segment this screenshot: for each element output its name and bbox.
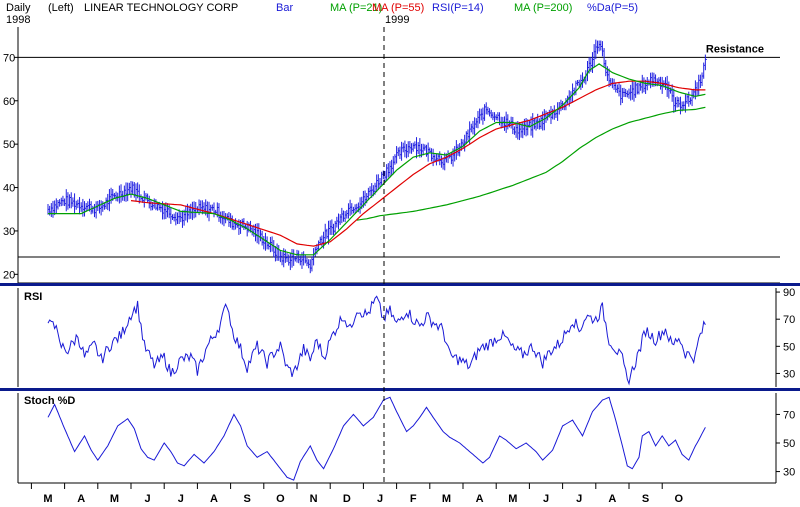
price-tick-label: 70: [3, 52, 15, 64]
rsi-panel: RSI 30 50 70 90: [17, 287, 795, 387]
month-label: A: [77, 493, 85, 505]
price-bars: [47, 39, 707, 274]
panel-divider: [0, 388, 800, 391]
month-label: M: [43, 493, 52, 505]
price-tick-label: 20: [3, 269, 15, 281]
month-label: S: [642, 493, 649, 505]
rsi-line: [47, 295, 706, 386]
month-label: M: [508, 493, 517, 505]
month-label: M: [442, 493, 451, 505]
month-label: O: [276, 493, 285, 505]
month-label: O: [675, 493, 684, 505]
price-panel: Resistance 20 30 40 50 60 70: [3, 27, 780, 284]
stoch-tick-label: 50: [783, 438, 795, 450]
month-label: N: [310, 493, 318, 505]
legend-item: MA (P=55): [372, 2, 424, 14]
stoch-tick-label: 30: [783, 467, 795, 479]
resistance-label: Resistance: [706, 43, 764, 55]
rsi-tick-label: 90: [783, 287, 795, 299]
ma21-line: [48, 63, 706, 256]
month-label: J: [543, 493, 549, 505]
period-label: Daily: [6, 2, 31, 14]
month-label: J: [576, 493, 582, 505]
price-tick-label: 30: [3, 226, 15, 238]
month-label: M: [110, 493, 119, 505]
month-label: J: [145, 493, 151, 505]
month-label: S: [244, 493, 251, 505]
month-label: D: [343, 493, 351, 505]
stoch-line: [47, 396, 706, 481]
ma200-line: [356, 106, 706, 221]
legend-item: MA (P=21): [330, 2, 382, 14]
price-y-axis: 20 30 40 50 60 70: [3, 52, 18, 281]
ma55-line: [130, 80, 706, 247]
legend-item: RSI(P=14): [432, 2, 484, 14]
price-tick-label: 50: [3, 139, 15, 151]
rsi-tick-label: 30: [783, 368, 795, 380]
rsi-title: RSI: [24, 291, 42, 303]
stoch-panel: Stoch %D 30 50 70: [17, 393, 795, 484]
price-tick-label: 60: [3, 96, 15, 108]
rsi-y-axis: 30 50 70 90: [776, 287, 795, 380]
stoch-y-axis: 30 50 70: [776, 409, 795, 479]
month-label: F: [410, 493, 417, 505]
month-label: A: [210, 493, 218, 505]
panel-divider: [0, 283, 800, 286]
legend-item: MA (P=200): [514, 2, 572, 14]
legend: Bar MA (P=21)MA (P=55) RSI(P=14) MA (P=200)…: [276, 2, 638, 14]
legend-item: %Da(P=5): [587, 2, 638, 14]
stoch-title: Stoch %D: [24, 395, 75, 407]
price-tick-label: 40: [3, 183, 15, 195]
year-start-label: 1998: [6, 14, 30, 26]
month-label: A: [608, 493, 616, 505]
year-mid-label: 1999: [385, 14, 409, 26]
stoch-tick-label: 70: [783, 409, 795, 421]
rsi-tick-label: 50: [783, 341, 795, 353]
month-label: J: [377, 493, 383, 505]
month-label: J: [178, 493, 184, 505]
scale-label: (Left): [48, 2, 74, 14]
month-label: A: [476, 493, 484, 505]
rsi-tick-label: 70: [783, 314, 795, 326]
company-title: LINEAR TECHNOLOGY CORP: [84, 2, 238, 14]
legend-item: Bar: [276, 2, 293, 14]
